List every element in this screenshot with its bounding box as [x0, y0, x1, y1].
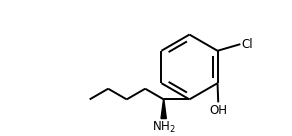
Text: OH: OH — [209, 103, 227, 117]
Text: Cl: Cl — [241, 38, 253, 51]
Polygon shape — [161, 99, 166, 119]
Text: NH$_2$: NH$_2$ — [152, 120, 175, 135]
